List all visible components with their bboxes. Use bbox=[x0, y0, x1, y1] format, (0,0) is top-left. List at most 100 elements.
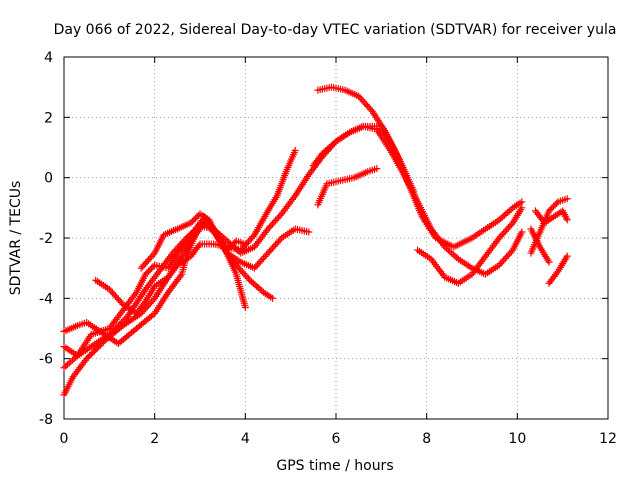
data-point bbox=[249, 279, 257, 287]
axis-ticks: 0 2 4 6 8 10 12 -8 -6 -4 -2 0 2 4 bbox=[39, 50, 617, 447]
data-point bbox=[90, 347, 98, 355]
data-point bbox=[325, 144, 333, 151]
data-point bbox=[495, 234, 503, 242]
data-point bbox=[172, 246, 180, 254]
data-point bbox=[272, 241, 280, 249]
x-tick-label: 10 bbox=[508, 431, 526, 447]
data-point bbox=[361, 99, 369, 107]
data-point bbox=[264, 225, 272, 233]
data-point bbox=[148, 264, 156, 272]
data-point bbox=[264, 249, 272, 257]
data-point bbox=[276, 236, 284, 244]
data-point bbox=[356, 94, 364, 102]
data-point bbox=[190, 216, 198, 224]
data-point bbox=[246, 236, 254, 244]
data-point bbox=[291, 147, 299, 155]
data-point bbox=[87, 350, 95, 358]
data-point bbox=[256, 285, 264, 293]
data-point bbox=[184, 232, 192, 240]
data-point bbox=[259, 254, 267, 262]
data-point bbox=[172, 263, 180, 271]
data-point bbox=[143, 269, 151, 277]
data-point bbox=[145, 256, 153, 264]
data-point bbox=[146, 266, 154, 274]
data-point bbox=[120, 315, 128, 323]
data-point bbox=[175, 242, 183, 250]
y-tick-label: 4 bbox=[44, 50, 53, 66]
data-point bbox=[545, 258, 553, 266]
data-point bbox=[149, 251, 157, 259]
series-arc-12 bbox=[531, 207, 571, 227]
data-point bbox=[327, 142, 335, 150]
data-point bbox=[145, 267, 153, 275]
data-point bbox=[238, 268, 246, 276]
series-arc-5 bbox=[92, 147, 299, 317]
data-point bbox=[270, 242, 278, 250]
data-point bbox=[258, 256, 266, 264]
y-tick-label: -6 bbox=[39, 352, 53, 368]
data-point bbox=[498, 258, 506, 266]
data-point bbox=[441, 243, 449, 251]
data-series bbox=[60, 83, 571, 399]
data-point bbox=[84, 353, 92, 361]
data-point bbox=[495, 216, 503, 224]
data-point bbox=[269, 294, 277, 302]
data-point bbox=[248, 278, 256, 286]
data-point bbox=[140, 261, 148, 269]
grid-lines bbox=[64, 57, 608, 419]
data-point bbox=[149, 263, 157, 271]
data-point bbox=[114, 321, 122, 329]
data-point bbox=[497, 232, 505, 240]
data-point bbox=[234, 263, 242, 271]
data-point bbox=[267, 222, 275, 230]
series-arc-10 bbox=[414, 204, 526, 287]
data-point bbox=[237, 266, 245, 274]
data-point bbox=[111, 325, 119, 332]
data-point bbox=[116, 297, 124, 305]
data-point bbox=[223, 237, 231, 245]
data-point bbox=[451, 252, 459, 260]
data-point bbox=[140, 299, 148, 307]
data-point bbox=[105, 331, 113, 339]
x-tick-label: 4 bbox=[241, 431, 250, 447]
data-point bbox=[563, 195, 571, 203]
x-axis-label: GPS time / hours bbox=[276, 458, 393, 474]
data-point bbox=[507, 221, 515, 229]
data-point bbox=[113, 294, 121, 302]
data-point bbox=[504, 224, 512, 232]
x-tick-label: 2 bbox=[150, 431, 159, 447]
data-point bbox=[237, 246, 245, 254]
data-point bbox=[173, 244, 181, 252]
data-point bbox=[187, 219, 195, 227]
data-point bbox=[67, 358, 75, 366]
data-point bbox=[355, 92, 363, 100]
data-point bbox=[65, 359, 73, 367]
data-point bbox=[60, 364, 68, 372]
data-point bbox=[113, 323, 121, 331]
data-point bbox=[143, 257, 151, 265]
y-axis-label: SDTVAR / TECUs bbox=[8, 181, 24, 296]
data-point bbox=[329, 140, 337, 148]
data-point bbox=[518, 198, 526, 206]
data-point bbox=[563, 252, 571, 260]
data-point bbox=[232, 261, 240, 269]
data-point bbox=[444, 246, 452, 254]
x-tick-label: 6 bbox=[332, 431, 341, 447]
data-point bbox=[553, 199, 561, 207]
series-arc-6 bbox=[137, 210, 249, 272]
data-point bbox=[270, 218, 278, 226]
data-point bbox=[182, 234, 190, 242]
data-point bbox=[318, 150, 326, 158]
data-point bbox=[137, 264, 145, 272]
data-point bbox=[146, 254, 154, 262]
data-point bbox=[142, 270, 150, 278]
series-arc-9 bbox=[309, 122, 526, 251]
data-point bbox=[251, 281, 259, 289]
data-point bbox=[266, 223, 274, 231]
data-point bbox=[448, 249, 456, 257]
data-point bbox=[247, 234, 255, 242]
data-point bbox=[497, 259, 505, 267]
data-point bbox=[499, 213, 507, 221]
data-point bbox=[503, 226, 511, 234]
data-point bbox=[170, 247, 178, 255]
